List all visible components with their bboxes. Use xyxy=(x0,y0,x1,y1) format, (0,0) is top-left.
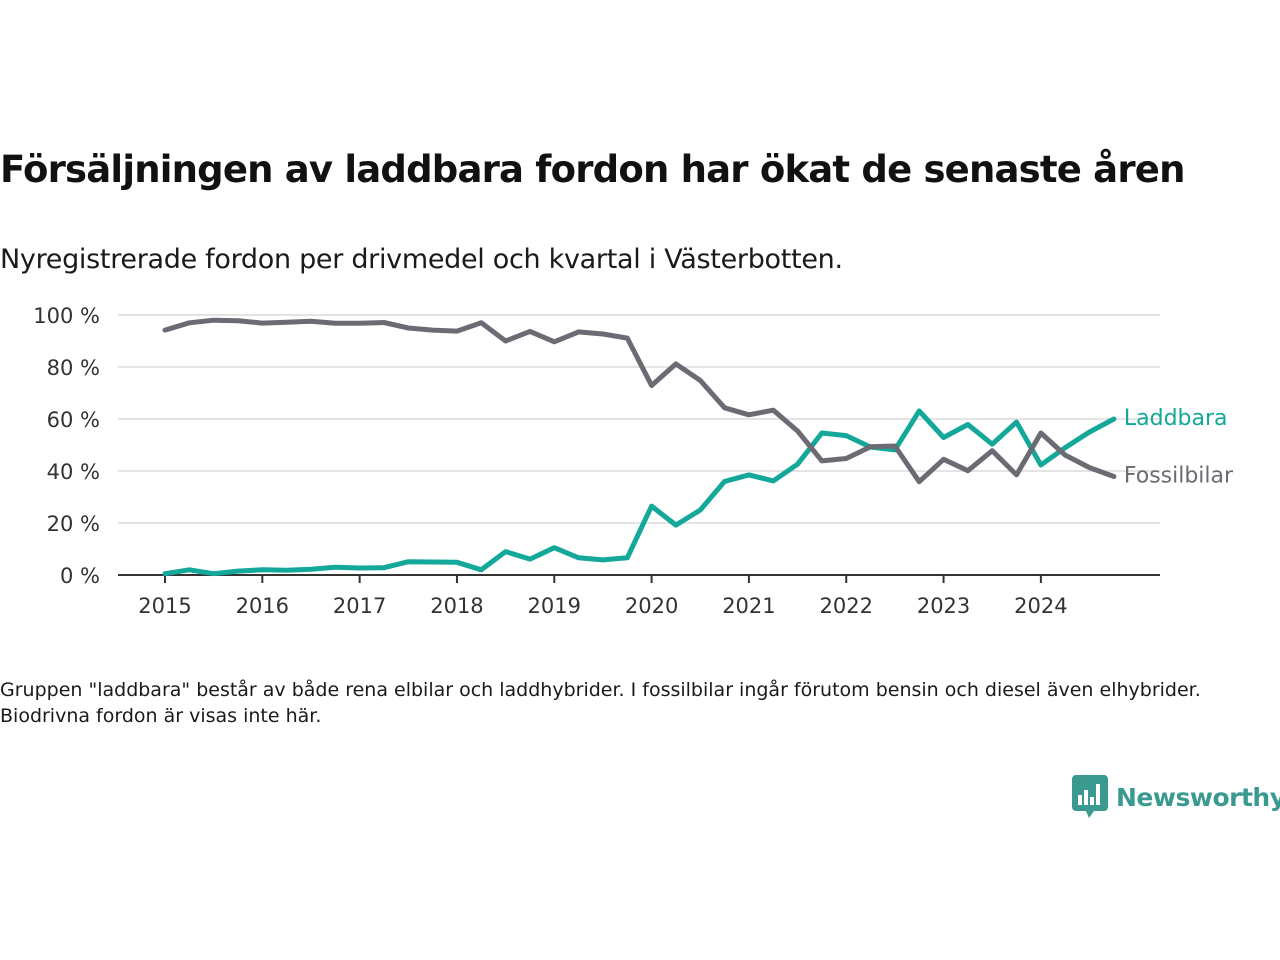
x-tick-label: 2021 xyxy=(722,594,775,618)
x-tick-label: 2020 xyxy=(625,594,678,618)
x-tick-label: 2024 xyxy=(1014,594,1067,618)
newsworthy-bar-chart-icon xyxy=(1072,775,1108,818)
y-tick-label: 100 % xyxy=(33,304,100,328)
y-tick-label: 20 % xyxy=(47,512,100,536)
y-tick-label: 60 % xyxy=(47,408,100,432)
y-axis-labels: 0 % 20 % 40 % 60 % 80 % 100 % xyxy=(33,304,100,588)
x-tick-label: 2016 xyxy=(236,594,289,618)
brand-name: Newsworthy xyxy=(1116,782,1280,812)
x-tick-label: 2022 xyxy=(820,594,873,618)
series-line-fossilbilar xyxy=(162,317,1117,485)
series-label-fossilbilar: Fossilbilar xyxy=(1124,463,1234,488)
x-tick-label: 2018 xyxy=(430,594,483,618)
x-tick-label: 2017 xyxy=(333,594,386,618)
x-axis-labels: 2015 2016 2017 2018 2019 2020 2021 2022 2023 2024 xyxy=(138,594,1067,618)
footnote: Gruppen "laddbara" består av både rena e… xyxy=(0,679,1201,727)
x-tick-label: 2015 xyxy=(138,594,191,618)
series-label-laddbara: Laddbara xyxy=(1124,406,1228,431)
x-tick-label: 2019 xyxy=(528,594,581,618)
newsworthy-logo[interactable]: Newsworthy xyxy=(1072,775,1280,819)
line-chart: 0 %20 %40 %60 %80 %100 % 2015 2016 2017 201… xyxy=(33,304,1234,618)
x-axis xyxy=(118,574,1160,583)
y-tick-label: 0 % xyxy=(60,564,100,588)
grid-lines xyxy=(118,314,1160,524)
series-line-laddbara xyxy=(162,408,1117,577)
series-labels: Laddbara Fossilbilar xyxy=(1124,406,1234,488)
chart-title: Försäljningen av laddbara fordon har öka… xyxy=(0,148,1185,191)
x-tick-label: 2023 xyxy=(917,594,970,618)
y-tick-label: 40 % xyxy=(47,460,100,484)
series-lines xyxy=(162,317,1117,577)
chart-subtitle: Nyregistrerade fordon per drivmedel och … xyxy=(0,244,843,275)
y-tick-label: 80 % xyxy=(47,356,100,380)
